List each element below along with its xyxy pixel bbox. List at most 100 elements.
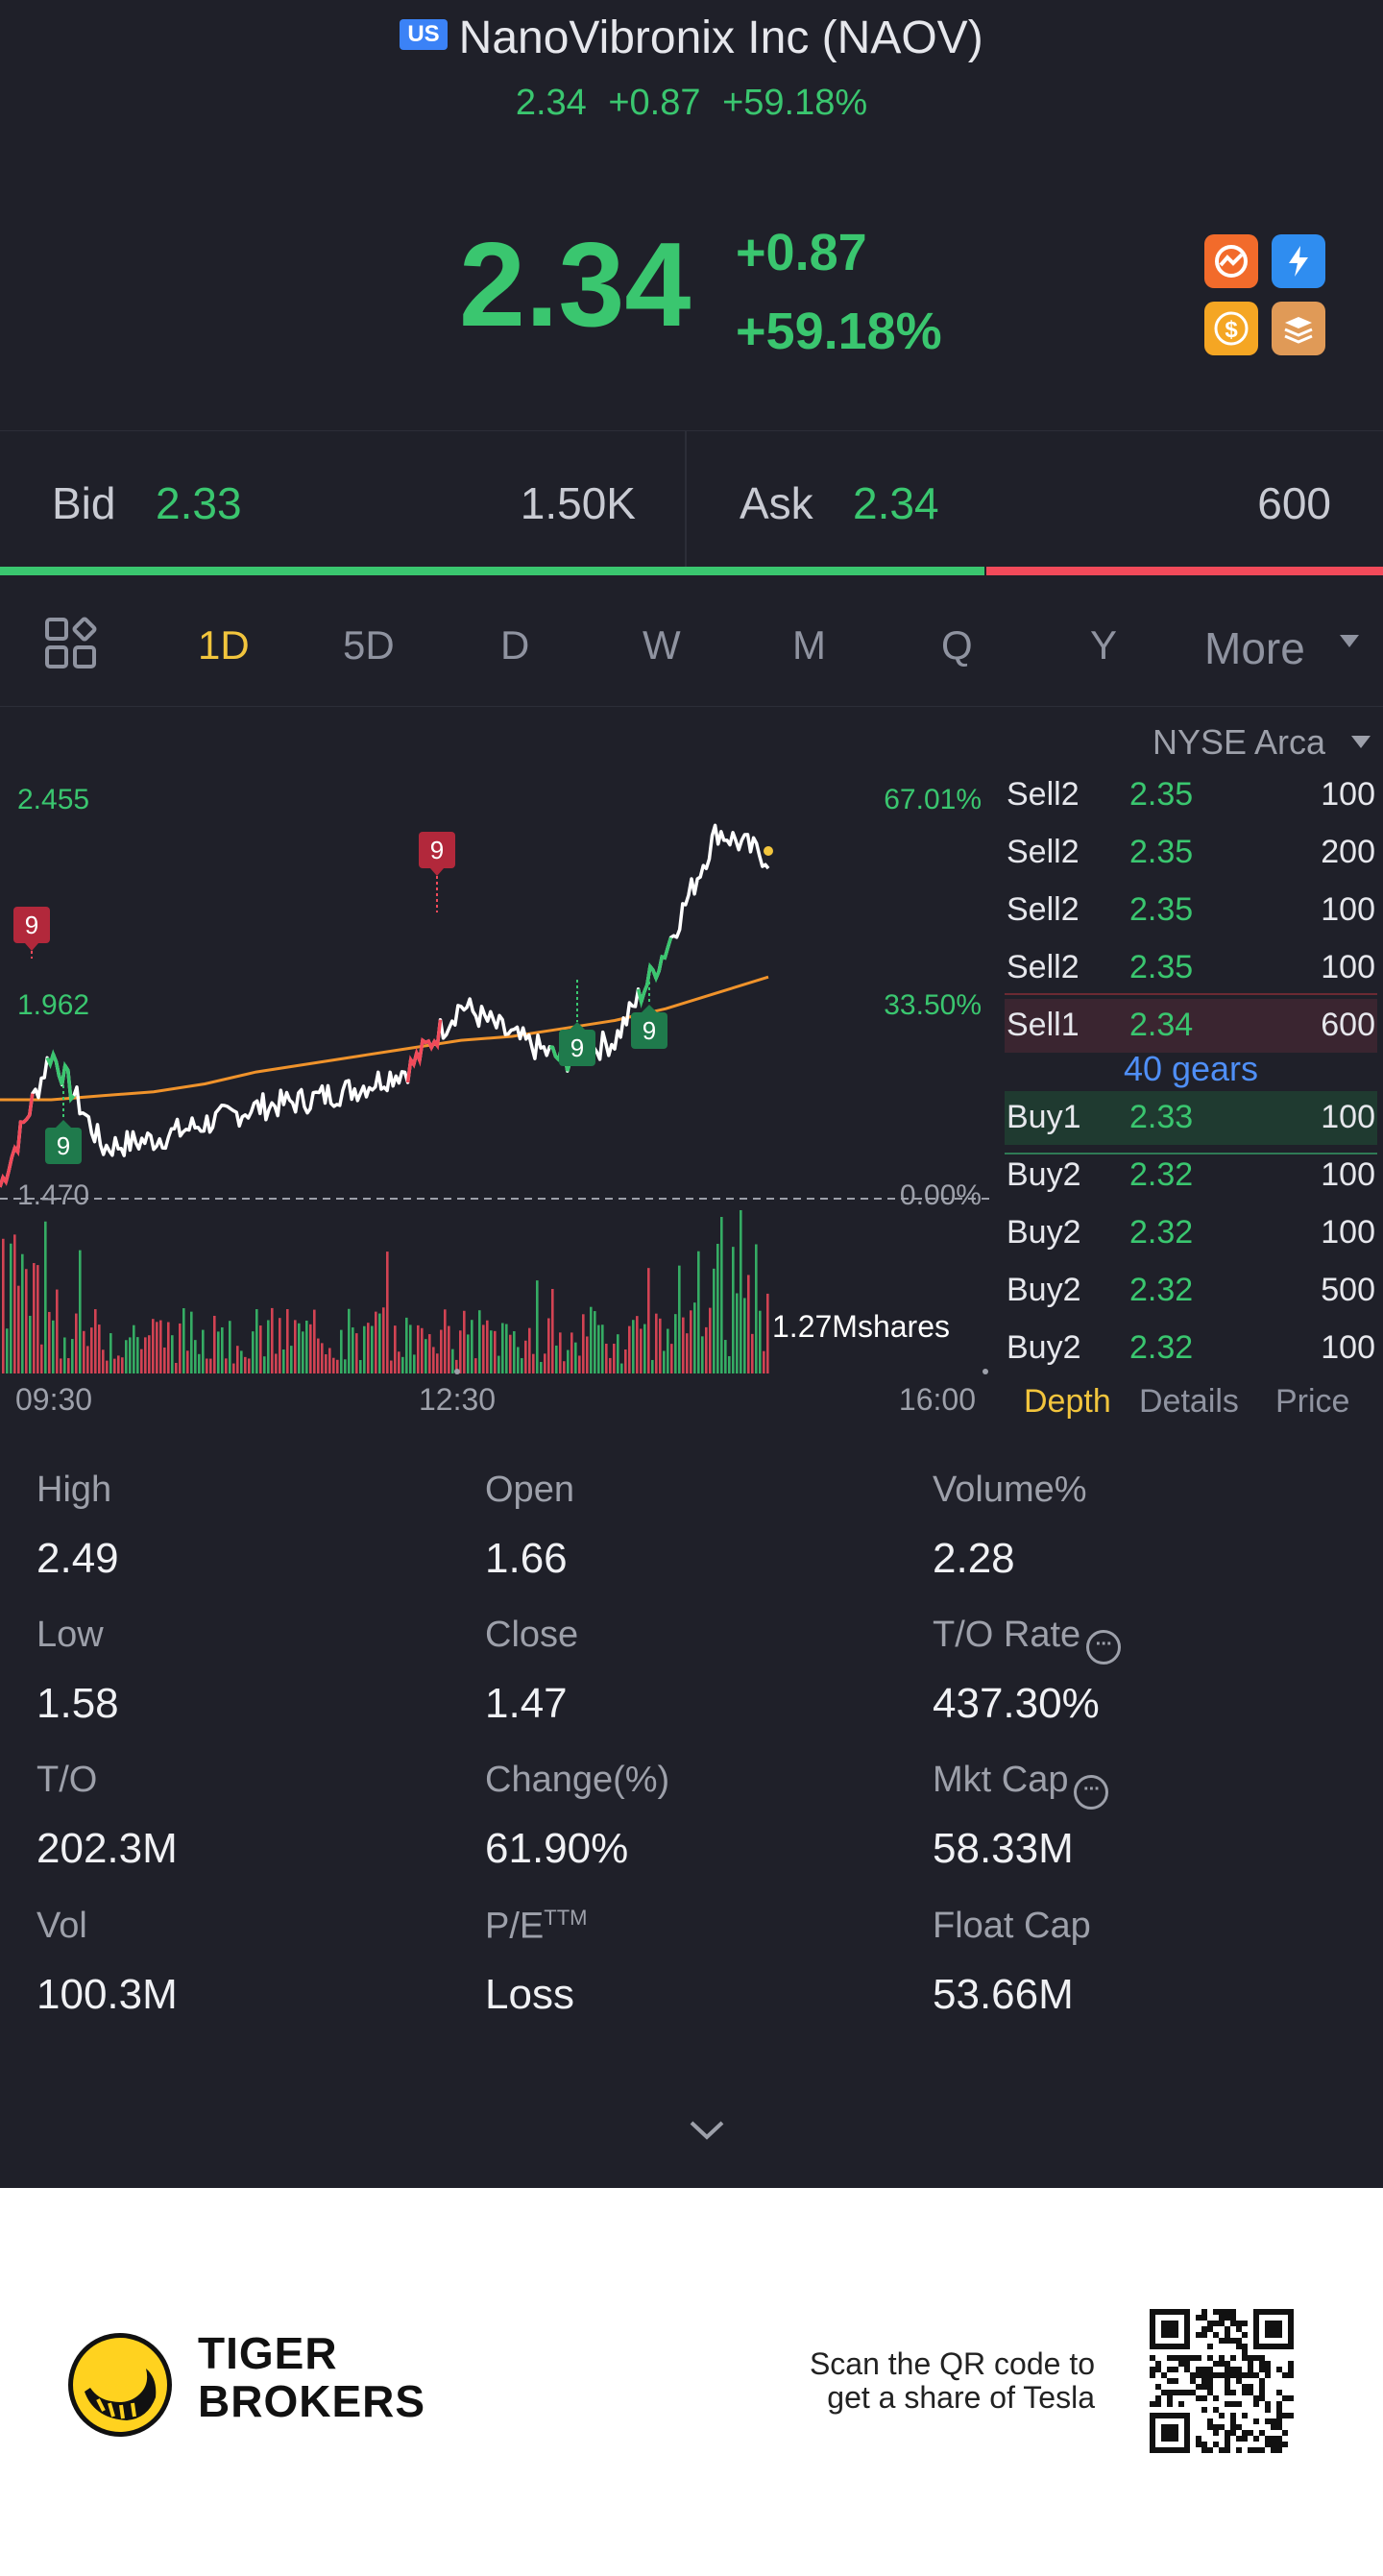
more-dropdown-icon[interactable] bbox=[1339, 634, 1360, 654]
bid-label: Bid bbox=[52, 478, 116, 528]
tab-q[interactable]: Q bbox=[941, 622, 973, 668]
tab-w[interactable]: W bbox=[643, 622, 681, 668]
volume-bar bbox=[13, 1234, 16, 1373]
bid-row[interactable]: Buy1 2.33 100 bbox=[1005, 1091, 1377, 1145]
bid-price: 2.33 bbox=[156, 478, 242, 528]
stat-pe-label: P/E bbox=[485, 1906, 545, 1947]
ask-row[interactable]: Sell1 2.34 600 bbox=[1005, 999, 1377, 1053]
ask-price: 2.35 bbox=[1129, 776, 1194, 813]
tab-5d[interactable]: 5D bbox=[343, 622, 395, 668]
stat-pe: P/ETTM bbox=[485, 1906, 587, 1948]
volume-bar bbox=[640, 1328, 643, 1373]
volume-bar bbox=[348, 1308, 351, 1373]
stat-close-value: 1.47 bbox=[485, 1680, 568, 1727]
volume-bar bbox=[71, 1339, 74, 1373]
signal-marker[interactable]: 9 bbox=[559, 980, 595, 1066]
signal-marker[interactable]: 9 bbox=[631, 970, 667, 1049]
volume-bar bbox=[536, 1280, 539, 1373]
volume-label: 1.27Mshares bbox=[772, 1309, 950, 1344]
brand-line1: TIGER bbox=[198, 2328, 338, 2378]
more-info-icon[interactable]: ··· bbox=[1086, 1630, 1122, 1665]
volume-bar bbox=[2, 1238, 5, 1373]
volume-bar bbox=[390, 1360, 393, 1373]
volume-bar bbox=[716, 1243, 719, 1373]
gears-link[interactable]: 40 gears bbox=[1123, 1049, 1259, 1088]
svg-text:9: 9 bbox=[57, 1131, 70, 1160]
dividend-icon[interactable]: $ bbox=[1204, 302, 1258, 355]
tab-m[interactable]: M bbox=[792, 622, 826, 668]
bid-ask-bar: Bid 2.33 1.50K Ask 2.34 600 bbox=[0, 430, 1383, 570]
ask-price: 2.34 bbox=[1129, 1007, 1194, 1043]
exchange-selector[interactable]: NYSE Arca bbox=[1152, 722, 1371, 763]
volume-bar bbox=[720, 1217, 723, 1373]
ask-label: Sell1 bbox=[1007, 1007, 1080, 1043]
flash-icon[interactable] bbox=[1272, 234, 1325, 288]
tab-price[interactable]: Price bbox=[1275, 1383, 1350, 1420]
volume-bar bbox=[244, 1356, 247, 1373]
volume-bar bbox=[647, 1268, 650, 1373]
bid-label: Buy2 bbox=[1007, 1272, 1081, 1308]
bid-price: 2.32 bbox=[1129, 1156, 1194, 1193]
period-tabs: 1D 5D D W M Q Y More bbox=[0, 576, 1383, 707]
volume-bar bbox=[655, 1313, 658, 1373]
stock-subtitle: 2.34 +0.87 +59.18% bbox=[0, 83, 1383, 124]
bid-row[interactable]: Buy2 2.32 100 bbox=[1005, 1149, 1377, 1203]
tab-more[interactable]: More bbox=[1204, 623, 1305, 673]
volume-bar bbox=[371, 1325, 374, 1373]
volume-bar bbox=[686, 1333, 689, 1373]
stat-high-label: High bbox=[36, 1470, 112, 1510]
scan-line2: get a share of Tesla bbox=[827, 2380, 1095, 2416]
ask-row[interactable]: Sell2 2.35 100 bbox=[1005, 768, 1377, 822]
header-change: +0.87 bbox=[608, 83, 701, 123]
tab-details[interactable]: Details bbox=[1139, 1383, 1239, 1420]
volume-bar bbox=[690, 1310, 692, 1373]
volume-bar bbox=[663, 1350, 666, 1373]
volume-bar bbox=[501, 1323, 504, 1373]
ask-row[interactable]: Sell2 2.35 100 bbox=[1005, 884, 1377, 937]
time-tick-mid: 12:30 bbox=[419, 1382, 496, 1412]
layers-icon[interactable] bbox=[1272, 302, 1325, 355]
tab-y[interactable]: Y bbox=[1090, 622, 1118, 668]
signal-marker[interactable]: 9 bbox=[13, 907, 50, 959]
more-info-icon[interactable]: ··· bbox=[1074, 1775, 1109, 1810]
stat-vol-label: Vol bbox=[36, 1906, 87, 1946]
bid-qty: 100 bbox=[1321, 1214, 1375, 1251]
volume-bar bbox=[140, 1349, 143, 1373]
expand-chevron-icon[interactable] bbox=[688, 2119, 726, 2147]
market-sentiment-icon[interactable] bbox=[1204, 234, 1258, 288]
bid-row[interactable]: Buy2 2.32 100 bbox=[1005, 1322, 1377, 1375]
volume-bar bbox=[6, 1328, 9, 1373]
volume-bar bbox=[425, 1339, 427, 1373]
ask-qty: 100 bbox=[1321, 949, 1375, 985]
signal-marker[interactable]: 9 bbox=[45, 1085, 82, 1164]
bid-row[interactable]: Buy2 2.32 100 bbox=[1005, 1206, 1377, 1260]
ask-row[interactable]: Sell2 2.35 200 bbox=[1005, 826, 1377, 880]
bid-price: 2.32 bbox=[1129, 1214, 1194, 1251]
intraday-chart[interactable]: 9 9 9 9 9 2.455 1.962 1.470 67.01% 33.50… bbox=[0, 711, 999, 1412]
volume-bar bbox=[643, 1324, 646, 1373]
volume-bar bbox=[563, 1361, 566, 1373]
tab-d[interactable]: D bbox=[500, 622, 530, 668]
price-segment-up bbox=[405, 1019, 443, 1083]
chart-grid-icon[interactable] bbox=[44, 617, 98, 675]
quote-header: US NanoVibronix Inc (NAOV) 2.34 +0.87 +59… bbox=[0, 0, 1383, 144]
signal-marker[interactable]: 9 bbox=[419, 832, 455, 912]
stat-volpct-value: 2.28 bbox=[933, 1535, 1015, 1582]
volume-bar bbox=[121, 1357, 124, 1373]
bid-row[interactable]: Buy2 2.32 500 bbox=[1005, 1264, 1377, 1318]
volume-bar bbox=[544, 1353, 546, 1373]
volume-bar bbox=[328, 1348, 331, 1373]
volume-bar bbox=[570, 1332, 573, 1373]
volume-bar bbox=[636, 1316, 639, 1373]
volume-bar bbox=[279, 1318, 281, 1373]
ask-row[interactable]: Sell2 2.35 100 bbox=[1005, 941, 1377, 995]
qr-code-icon[interactable] bbox=[1150, 2309, 1294, 2453]
tab-depth[interactable]: Depth bbox=[1024, 1383, 1111, 1420]
exchange-dropdown-icon bbox=[1351, 736, 1371, 748]
stat-low-label: Low bbox=[36, 1615, 104, 1655]
tab-1d[interactable]: 1D bbox=[198, 622, 250, 668]
volume-bar bbox=[90, 1327, 93, 1373]
volume-bar bbox=[156, 1322, 158, 1373]
volume-bar bbox=[559, 1332, 562, 1373]
volume-bar bbox=[494, 1330, 497, 1373]
